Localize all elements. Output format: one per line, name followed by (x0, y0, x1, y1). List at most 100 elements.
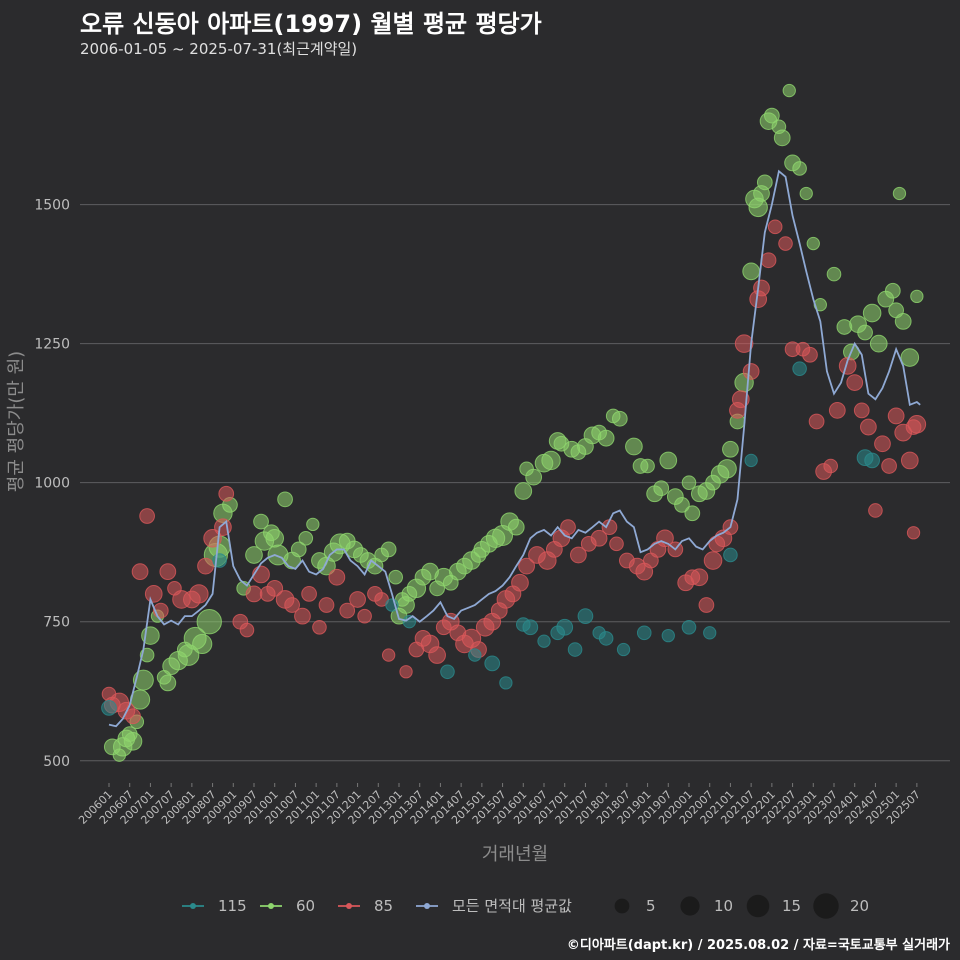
data-point-85 (868, 503, 883, 518)
data-point-85 (874, 435, 891, 453)
data-point-60 (253, 513, 269, 530)
legend-key-dot (346, 903, 352, 909)
data-point-115 (567, 642, 583, 657)
data-point-85 (399, 665, 413, 679)
data-point-85 (139, 508, 155, 524)
data-point-60 (123, 732, 143, 751)
y-tick-label: 1500 (34, 198, 70, 214)
data-point-85 (846, 374, 864, 391)
data-point-60 (742, 262, 760, 281)
data-point-85 (887, 407, 905, 425)
y-tick-label: 500 (43, 754, 70, 770)
data-point-60 (799, 186, 813, 201)
average-line (108, 169, 921, 728)
data-point-60 (625, 437, 643, 456)
data-point-115 (499, 676, 513, 690)
data-point-85 (767, 219, 783, 235)
legend-size-circle (680, 896, 700, 916)
data-point-60 (653, 480, 670, 497)
data-point-60 (681, 475, 697, 490)
data-point-85 (900, 451, 919, 470)
data-point-85 (518, 557, 535, 575)
data-point-85 (131, 563, 149, 581)
legend-label: 모든 면적대 평균값 (452, 897, 572, 915)
data-point-85 (245, 585, 263, 603)
data-point-115 (792, 361, 807, 376)
data-point-85 (252, 565, 270, 584)
data-point-85 (197, 557, 214, 575)
data-point-60 (196, 609, 222, 635)
data-point-85 (802, 346, 818, 363)
legend-size-20: 20 (813, 893, 869, 919)
data-point-60 (541, 450, 561, 471)
data-point-85 (266, 579, 284, 597)
data-point-60 (722, 440, 739, 458)
legend-item-85: 85 (338, 897, 393, 915)
data-point-85 (339, 602, 356, 619)
data-point-60 (597, 429, 615, 447)
y-tick-label: 750 (43, 615, 70, 631)
data-point-85 (906, 526, 921, 540)
data-point-115 (402, 615, 417, 629)
data-point-115 (598, 631, 614, 646)
data-point-115 (864, 452, 880, 469)
data-point-60 (514, 482, 533, 500)
legend-key-dot (268, 903, 274, 909)
legend-item-60: 60 (260, 897, 315, 915)
data-point-85 (239, 622, 255, 638)
data-point-60 (773, 129, 791, 147)
data-point-85 (742, 363, 760, 380)
data-point-60 (659, 451, 678, 470)
data-point-60 (159, 674, 177, 692)
data-point-60 (132, 669, 154, 691)
data-point-85 (881, 458, 897, 474)
data-point-115 (703, 626, 717, 640)
data-point-60 (611, 410, 628, 427)
data-point-85 (560, 519, 576, 536)
legend-item-avg: 모든 면적대 평균값 (416, 897, 572, 915)
data-point-85 (189, 584, 209, 604)
data-point-60 (265, 529, 285, 548)
data-point-115 (556, 618, 574, 636)
data-point-85 (907, 414, 927, 434)
data-point-60 (306, 517, 320, 532)
data-point-60 (674, 497, 690, 513)
data-point-60 (910, 289, 924, 304)
data-point-85 (590, 529, 608, 547)
data-point-85 (753, 279, 770, 297)
data-point-60 (857, 324, 873, 341)
data-point-60 (298, 530, 314, 546)
data-point-60 (640, 458, 655, 474)
data-point-60 (290, 541, 307, 558)
data-point-85 (428, 646, 446, 664)
data-point-85 (357, 608, 372, 624)
data-point-85 (511, 573, 529, 592)
legend-size-label: 20 (850, 897, 869, 915)
data-point-85 (312, 619, 327, 635)
data-point-60 (894, 313, 912, 330)
data-point-115 (661, 628, 675, 643)
data-point-85 (328, 568, 346, 586)
data-point-60 (884, 282, 901, 299)
series-60 (103, 83, 924, 762)
data-point-85 (570, 546, 587, 564)
data-point-60 (277, 491, 293, 508)
data-point-85 (656, 529, 674, 548)
data-point-60 (869, 334, 888, 353)
data-point-85 (125, 708, 141, 725)
data-point-85 (778, 236, 793, 251)
data-point-85 (609, 536, 624, 552)
data-point-85 (159, 563, 177, 581)
data-point-60 (792, 161, 807, 176)
data-point-60 (900, 348, 920, 367)
data-point-60 (388, 569, 403, 585)
data-point-85 (760, 252, 777, 269)
data-point-60 (525, 468, 543, 486)
legend-size-circle (746, 894, 770, 918)
data-point-60 (763, 107, 780, 124)
y-axis-title: 평균 평당가(만 원) (6, 351, 27, 492)
data-point-85 (698, 597, 715, 613)
data-point-115 (636, 625, 652, 641)
data-point-85 (838, 357, 857, 375)
